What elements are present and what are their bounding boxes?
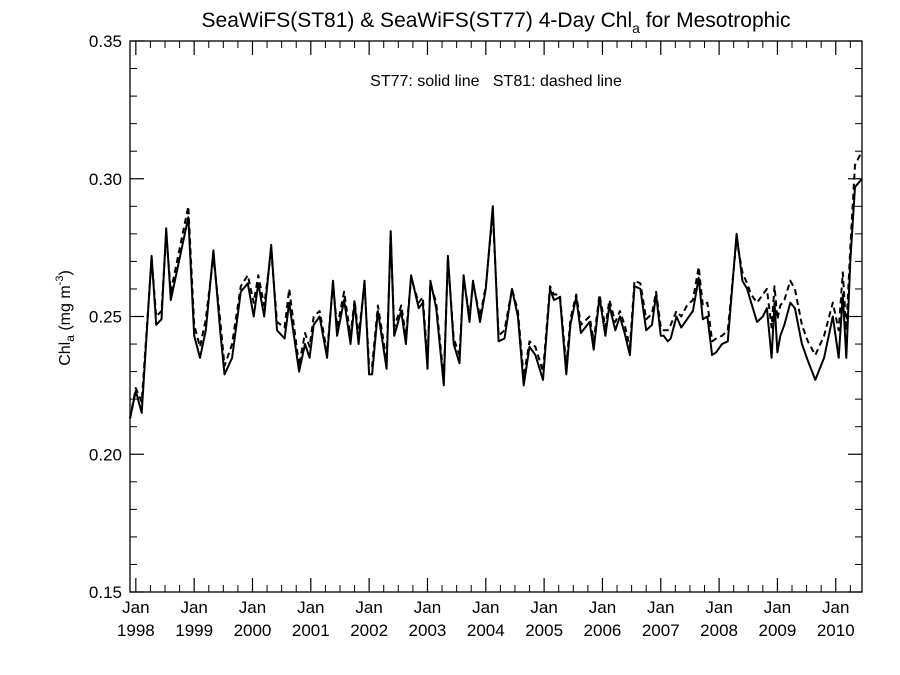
x-tick-year-label: 1998: [117, 621, 155, 640]
x-tick-month-label: Jan: [705, 598, 732, 617]
x-tick-year-label: 2008: [700, 621, 738, 640]
x-tick-year-label: 2007: [642, 621, 680, 640]
tick-labels: 0.15 0.20 0.25 0.30 0.35 Jan 1998 Jan 1999 Jan 200…: [89, 32, 855, 640]
chart-title-subscript: a: [632, 20, 640, 36]
y-tick-label: 0.25: [89, 308, 122, 327]
x-tick-year-label: 2002: [350, 621, 388, 640]
x-tick-month-label: Jan: [472, 598, 499, 617]
x-tick-month-label: Jan: [297, 598, 324, 617]
x-tick-year-label: 2006: [584, 621, 622, 640]
x-tick-year-label: 1999: [175, 621, 213, 640]
x-tick-year-label: 2009: [759, 621, 797, 640]
series-lines: [129, 150, 863, 419]
y-axis-label-subscript: a: [63, 335, 77, 342]
y-tick-label: 0.30: [89, 170, 122, 189]
x-tick-month-label: Jan: [414, 598, 441, 617]
x-tick-month-label: Jan: [764, 598, 791, 617]
x-tick-year-label: 2004: [467, 621, 505, 640]
x-tick-year-label: 2005: [525, 621, 563, 640]
y-axis-label: Chla (mg m-3): [54, 270, 77, 366]
x-tick-month-label: Jan: [589, 598, 616, 617]
y-tick-label: 0.20: [89, 445, 122, 464]
x-tick-month-label: Jan: [239, 598, 266, 617]
y-tick-label: 0.35: [89, 32, 122, 51]
x-tick-year-label: 2003: [409, 621, 447, 640]
x-tick-month-label: Jan: [122, 598, 149, 617]
plot-frame: [129, 40, 863, 593]
x-tick-month-label: Jan: [355, 598, 382, 617]
y-tick-label: 0.15: [89, 583, 122, 602]
x-tick-year-label: 2010: [817, 621, 855, 640]
x-tick-month-label: Jan: [530, 598, 557, 617]
x-tick-month-label: Jan: [180, 598, 207, 617]
axis-ticks: [130, 40, 862, 593]
line-style-note: ST77: solid line ST81: dashed line: [370, 73, 622, 90]
x-tick-month-label: Jan: [822, 598, 849, 617]
x-tick-year-label: 2001: [292, 621, 330, 640]
x-tick-year-label: 2000: [234, 621, 272, 640]
chart-title-tail: for Mesotrophic: [640, 9, 791, 32]
series-line-st81: [129, 150, 863, 419]
chart-title: SeaWiFS(ST81) & SeaWiFS(ST77) 4-Day Chla…: [202, 9, 791, 36]
y-axis-label-superscript: -3: [54, 276, 66, 286]
x-tick-month-label: Jan: [647, 598, 674, 617]
